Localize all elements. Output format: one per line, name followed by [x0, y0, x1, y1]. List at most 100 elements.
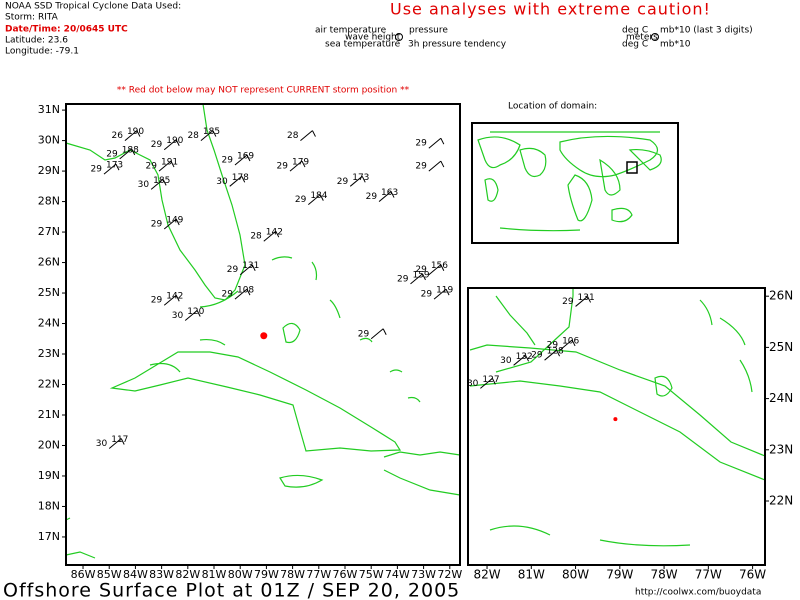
station-pressure: 169	[237, 151, 254, 161]
station-marker	[163, 218, 180, 230]
station-pressure: 156	[431, 261, 448, 271]
lon-tick-label: 75W	[359, 568, 384, 581]
station-temp: 29	[222, 155, 234, 165]
station-pressure: 184	[310, 191, 327, 201]
station-pressure: 173	[352, 173, 369, 183]
lat-tick-label: 20N	[38, 438, 60, 451]
world-locator	[471, 122, 679, 244]
station-pressure: 188	[122, 145, 139, 155]
legend-unit-pressure: mb*10 (last 3 digits)	[660, 26, 753, 36]
station-marker	[184, 310, 201, 321]
lon-tick-label: 84W	[123, 568, 148, 581]
storm-position	[613, 417, 618, 422]
lon-tick-label: 78W	[280, 568, 305, 581]
legend-wave-symbol	[395, 33, 403, 41]
station-marker	[108, 438, 125, 449]
station-marker	[410, 273, 426, 285]
station-temp: 29	[531, 351, 543, 361]
lon-tick-label: 79W	[254, 568, 279, 581]
station-pressure: 132	[516, 352, 533, 362]
longitude-label: Longitude: -79.1	[5, 47, 79, 57]
lon-tick-label: 76W	[333, 568, 358, 581]
lon-tick-label: 79W	[606, 568, 633, 582]
lat-tick-label: 19N	[38, 469, 60, 482]
station-marker	[163, 294, 180, 306]
station-pressure: 173	[106, 161, 123, 171]
lat-tick-label: 25N	[769, 340, 793, 354]
lat-tick-label: 26N	[769, 289, 793, 303]
station-pressure: 142	[266, 228, 283, 238]
source-label: NOAA SSD Tropical Cyclone Data Used:	[5, 2, 181, 12]
station-marker	[480, 377, 496, 389]
station-pressure: 127	[482, 375, 499, 385]
station-marker	[378, 191, 395, 202]
legend-tendency: 3h pressure tendency	[408, 40, 507, 50]
legend-unit-tendency: mb*10	[660, 40, 691, 50]
lon-tick-label: 74W	[385, 568, 410, 581]
station-temp: 28	[250, 232, 262, 242]
station-marker	[428, 264, 445, 276]
lon-tick-label: 85W	[97, 568, 122, 581]
lon-tick-label: 78W	[651, 568, 678, 582]
lon-tick-label: 82W	[473, 568, 500, 582]
station-temp: 29	[562, 297, 574, 307]
station-pressure: 190	[166, 136, 183, 146]
footer-title: Offshore Surface Plot at 01Z / SEP 20, 2…	[3, 580, 460, 600]
lat-tick-label: 22N	[38, 378, 60, 391]
lon-tick-label: 72W	[437, 568, 462, 581]
lon-tick-label: 76W	[739, 568, 766, 582]
station-temp: 28	[287, 131, 299, 141]
main-map-frame	[65, 103, 461, 566]
station-temp: 26	[111, 131, 123, 141]
station-pressure: 117	[111, 435, 128, 445]
storm-label: Storm: RITA	[5, 13, 59, 23]
station-pressure: 106	[562, 336, 579, 346]
lat-tick-label: 27N	[38, 225, 60, 238]
legend-unit-air: deg C	[622, 26, 648, 36]
station-pressure: 185	[203, 127, 220, 137]
legend-sea-temp: sea temperature	[325, 40, 401, 50]
station-marker	[575, 296, 592, 307]
main-map-overlay: 31N 30N 29N 28N 27N 26N 25N 24N 23N 22N 21N 20N 19N 1…	[38, 103, 463, 581]
station-pressure: 142	[166, 292, 183, 302]
station-marker	[559, 339, 576, 351]
station-marker	[349, 175, 366, 187]
station-temp: 29	[358, 329, 370, 339]
station-temp: 29	[397, 274, 409, 284]
station-temp: 29	[227, 265, 239, 275]
station-marker	[433, 288, 450, 300]
inset-map-bg	[468, 288, 765, 565]
station-marker	[307, 194, 324, 205]
footer-url: http://coolwx.com/buoydata	[635, 588, 761, 598]
coastline	[65, 103, 461, 559]
station-marker	[513, 354, 530, 366]
station-temp: 30	[216, 177, 228, 187]
station-temp: 30	[467, 379, 479, 389]
lat-tick-label: 31N	[38, 103, 60, 116]
station-marker	[150, 178, 167, 190]
lon-tick-label: 83W	[149, 568, 174, 581]
station-marker	[229, 175, 246, 187]
station-pressure: 120	[187, 307, 204, 317]
lat-tick-label: 21N	[38, 408, 60, 421]
station-temp: 29	[366, 192, 378, 202]
caution-text: Use analyses with extreme caution!	[390, 0, 711, 19]
station-temp: 29	[151, 220, 163, 230]
station-pressure: 179	[292, 158, 309, 168]
latitude-label: Latitude: 23.6	[5, 36, 68, 46]
station-temp: 29	[106, 149, 118, 159]
legend-air-temp: air temperature	[315, 26, 387, 36]
station-temp: 29	[277, 162, 289, 172]
lat-tick-label: 26N	[38, 256, 60, 269]
domain-label: Location of domain:	[508, 102, 597, 112]
lat-tick-label: 17N	[38, 530, 60, 543]
station-temp: 30	[96, 439, 108, 449]
inset-coastline	[469, 288, 766, 547]
lon-tick-label: 73W	[411, 568, 436, 581]
lon-tick-label: 77W	[306, 568, 331, 581]
station-marker	[119, 148, 136, 160]
inset-map-frame	[467, 287, 766, 566]
station-marker	[263, 230, 280, 242]
